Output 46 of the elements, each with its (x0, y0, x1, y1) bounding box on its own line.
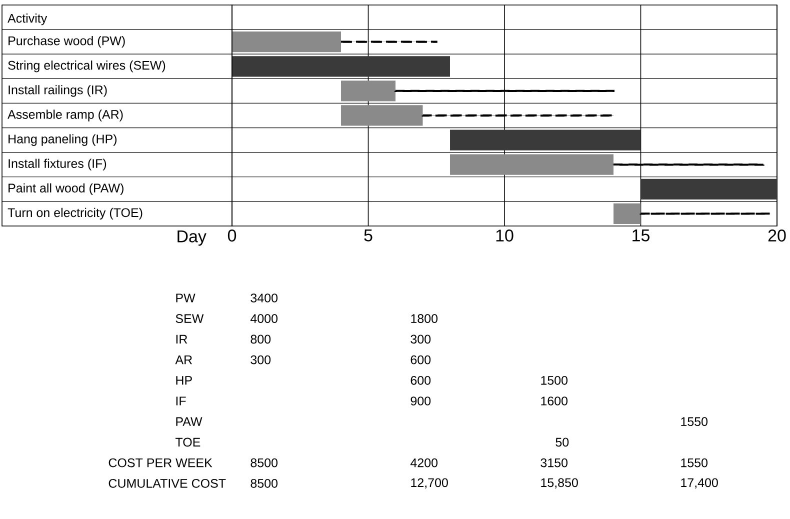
text: 3400 (250, 294, 278, 302)
text: 4000 (250, 314, 278, 324)
text: 17,400 (681, 478, 718, 489)
text: IF (176, 396, 186, 406)
x-tick-label: 0 (228, 230, 236, 242)
text: PAW (176, 417, 202, 426)
text: 8500 (250, 478, 278, 488)
text: SEW (176, 314, 204, 324)
text: HP (176, 376, 192, 385)
y-tick-label: String electrical wires (SEW) (8, 60, 166, 72)
x-tick-label: 5 (364, 230, 372, 242)
text: 50 (556, 438, 569, 447)
text: IR (176, 334, 188, 344)
text: 300 (250, 355, 271, 364)
y-tick-label: Turn on electricity (TOE) (8, 208, 142, 220)
text: 4200 (410, 458, 438, 468)
text: 600 (410, 376, 431, 385)
y-tick-label: Assemble ramp (AR) (8, 110, 123, 122)
text: 1800 (411, 314, 438, 324)
y-tick-label: Install fixtures (IF) (8, 158, 106, 170)
y-tick-label: Install railings (IR) (8, 85, 107, 97)
text: PW (176, 294, 196, 302)
text: 800 (250, 334, 271, 344)
text: 15,850 (541, 478, 578, 489)
text: 1550 (681, 458, 708, 468)
text: 3150 (540, 458, 568, 468)
y-tick-label: Purchase wood (PW) (8, 36, 125, 48)
x-tick-label: 10 (496, 230, 514, 242)
x-axis-title: Day (178, 230, 206, 246)
text: 1600 (541, 396, 568, 406)
text: 600 (410, 355, 431, 364)
text: 1500 (541, 376, 568, 385)
y-tick-label: Paint all wood (PAW) (8, 183, 124, 195)
text: TOE (175, 438, 200, 447)
text: 1550 (681, 417, 708, 426)
text: 12,700 (411, 478, 448, 489)
text: COST PER WEEK (108, 458, 212, 468)
x-tick-label: 15 (632, 230, 650, 242)
text: 900 (410, 396, 431, 406)
text: 300 (410, 334, 431, 344)
x-tick-label: 20 (768, 230, 786, 242)
text: 8500 (250, 458, 278, 468)
text: CUMULATIVE COST (108, 478, 226, 488)
y-axis-title: Activity (8, 14, 48, 26)
y-tick-label: Hang paneling (HP) (8, 134, 117, 146)
text: AR (175, 355, 192, 364)
